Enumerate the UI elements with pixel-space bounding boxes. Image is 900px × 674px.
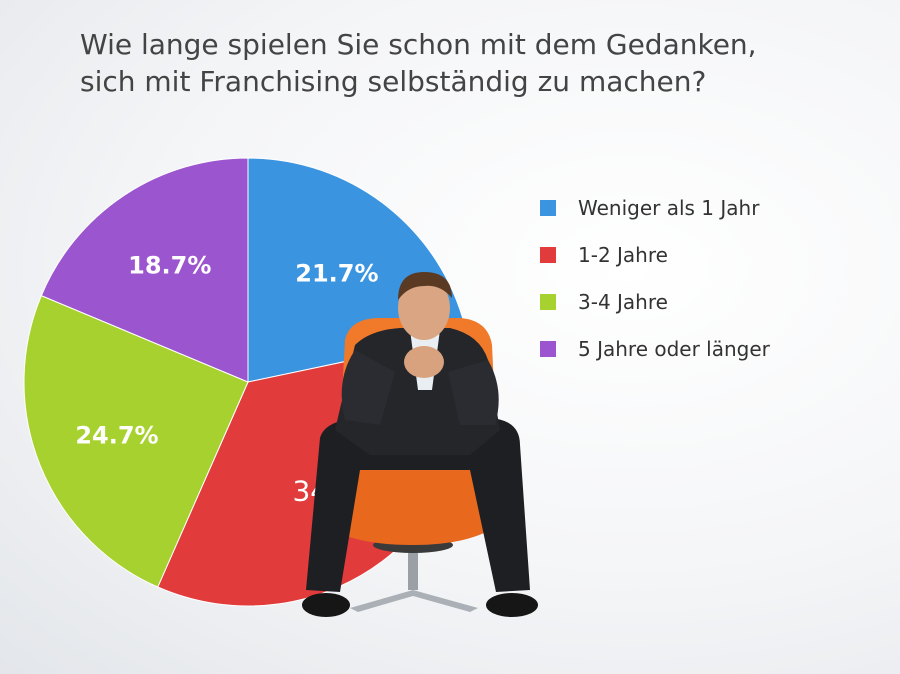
left-arm bbox=[341, 350, 395, 425]
hands bbox=[404, 346, 444, 378]
legend-label: 3-4 Jahre bbox=[578, 289, 668, 314]
legend-swatch bbox=[540, 246, 556, 263]
chart-title: Wie lange spielen Sie schon mit dem Geda… bbox=[80, 26, 880, 100]
businessman-illustration bbox=[302, 272, 538, 617]
left-shoe bbox=[302, 593, 350, 617]
legend: Weniger als 1 Jahr 1-2 Jahre 3-4 Jahre 5… bbox=[540, 184, 770, 372]
chair-seat bbox=[321, 448, 498, 545]
pie-slice-3 bbox=[40, 157, 249, 383]
slice-value-label: 21.7% bbox=[295, 259, 378, 287]
legend-item-1-2-jahre: 1-2 Jahre bbox=[540, 231, 770, 278]
legend-swatch bbox=[540, 293, 556, 310]
head bbox=[398, 276, 450, 340]
trousers bbox=[306, 418, 530, 592]
hair bbox=[398, 272, 452, 300]
legend-label: Weniger als 1 Jahr bbox=[578, 195, 760, 220]
legend-item-3-4-jahre: 3-4 Jahre bbox=[540, 278, 770, 325]
slice-value-label: 18.7% bbox=[128, 252, 211, 280]
pie-slice-2 bbox=[23, 294, 249, 588]
chart-title-line-1: Wie lange spielen Sie schon mit dem Geda… bbox=[80, 28, 757, 61]
legend-item-5-jahre-oder-laenger: 5 Jahre oder länger bbox=[540, 325, 770, 372]
slice-value-label: 24.7% bbox=[75, 421, 158, 449]
right-shoe bbox=[486, 593, 538, 617]
chart-title-line-2: sich mit Franchising selbständig zu mach… bbox=[80, 65, 707, 98]
legend-label: 1-2 Jahre bbox=[578, 242, 668, 267]
legend-item-weniger-als-1-jahr: Weniger als 1 Jahr bbox=[540, 184, 770, 231]
right-arm bbox=[448, 360, 499, 425]
legend-label: 5 Jahre oder länger bbox=[578, 336, 770, 361]
legend-swatch bbox=[540, 340, 556, 357]
legend-swatch bbox=[540, 199, 556, 216]
